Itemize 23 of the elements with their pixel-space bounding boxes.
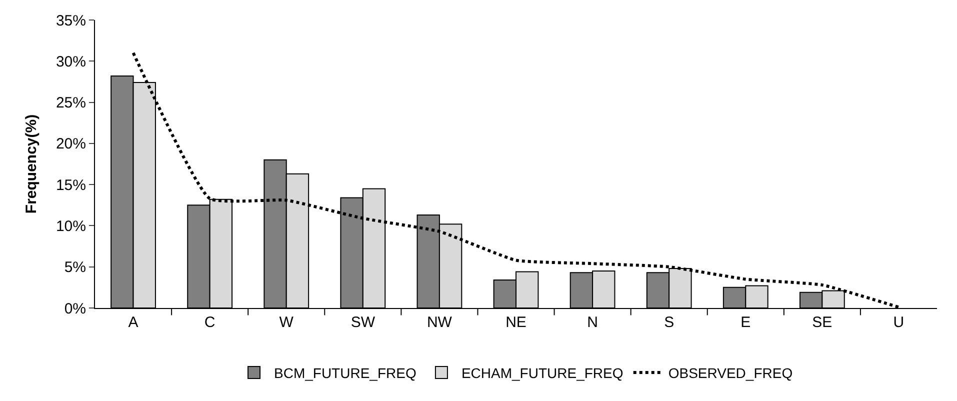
x-tick-label: NE [506,314,526,331]
x-tick-label: NW [426,314,453,331]
y-tick-label: 0% [64,300,86,318]
x-tick-label: U [893,314,904,331]
x-tick-label: S [664,314,674,331]
y-tick-label: 15% [56,176,86,194]
y-axis-title: Frequency(%) [23,114,40,214]
y-tick-label: 5% [64,259,86,276]
y-tick-label: 30% [56,53,86,70]
x-tick-label: C [204,314,216,331]
x-tick-label: SW [350,314,376,331]
y-tick-label: 25% [56,94,86,112]
y-tick-label: 35% [56,12,86,30]
legend-label: BCM_FUTURE_FREQ [274,365,416,382]
x-tick-label: N [587,314,598,331]
x-tick-label: E [740,314,751,331]
legend-label: OBSERVED_FREQ [668,365,793,382]
x-tick-label: W [279,314,294,331]
x-tick-label: A [128,314,138,331]
legend-label: ECHAM_FUTURE_FREQ [461,365,624,382]
x-tick-label: SE [812,314,832,331]
y-tick-label: 20% [56,136,86,153]
y-tick-label: 10% [56,218,86,235]
